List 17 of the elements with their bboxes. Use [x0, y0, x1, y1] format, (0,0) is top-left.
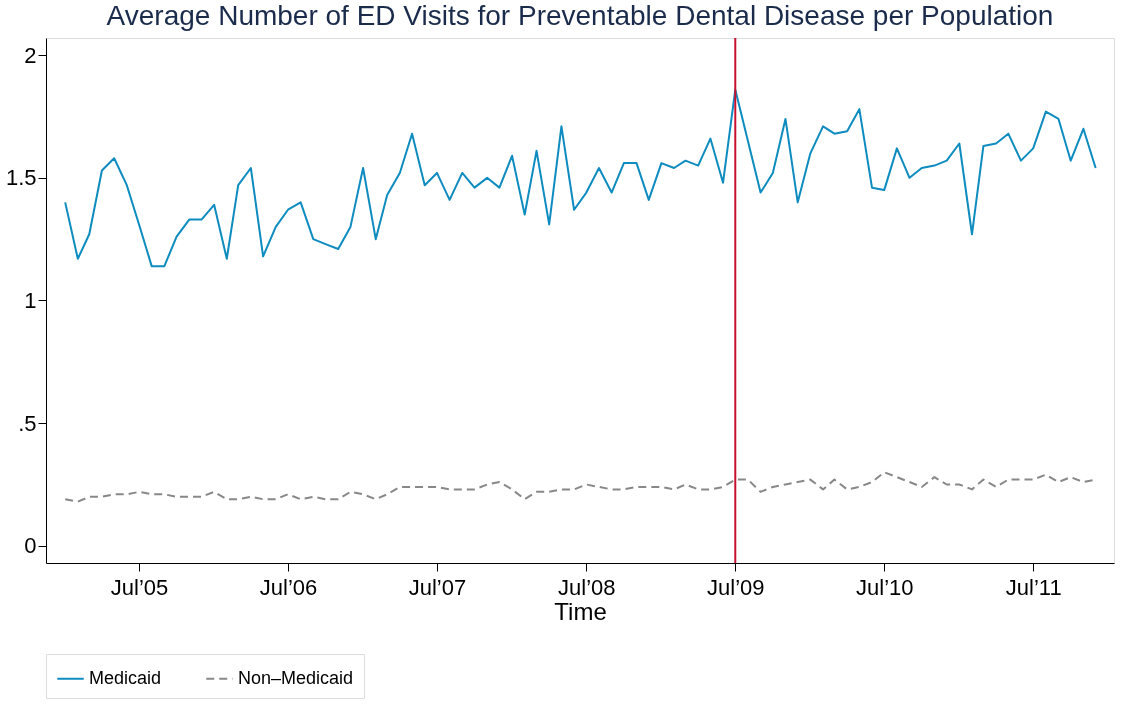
- x-axis-title: Time: [554, 597, 607, 625]
- x-tick-label: Jul’07: [408, 574, 467, 600]
- x-tick-label: Jul’05: [110, 574, 169, 600]
- x-tick-label: Jul’11: [1005, 574, 1062, 600]
- x-tick-label: Jul’09: [707, 574, 765, 600]
- legend-label: Non–Medicaid: [238, 667, 354, 688]
- y-tick-label: 2: [24, 42, 37, 68]
- y-tick-label: 1.5: [5, 165, 37, 191]
- x-tick-label: Jul’08: [558, 574, 616, 600]
- y-tick-label: 1: [24, 288, 37, 313]
- y-tick-label: .5: [18, 410, 37, 436]
- line-series: [64, 88, 1097, 268]
- chart-title: Average Number of ED Visits for Preventable Dental Disease per Population: [106, 0, 1054, 31]
- x-tick-label: Jul’06: [259, 574, 318, 600]
- legend-label: Medicaid: [89, 667, 162, 688]
- y-tick-label: 0: [24, 533, 37, 559]
- x-tick-label: Jul’10: [856, 574, 914, 600]
